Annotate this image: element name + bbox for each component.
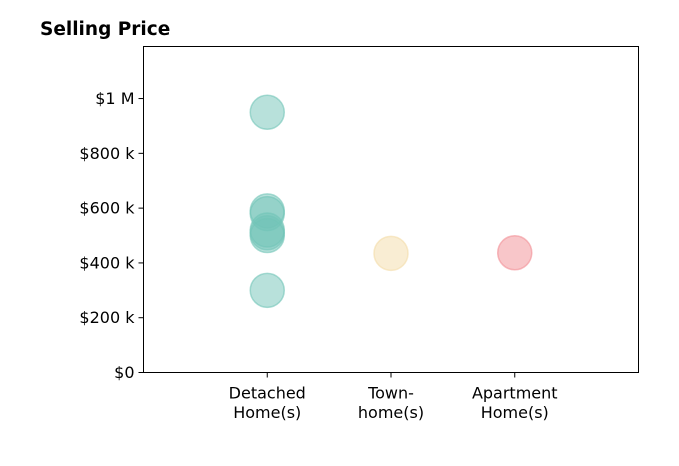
plot-frame: [143, 46, 639, 373]
x-tick-label: Detached Home(s): [229, 384, 306, 423]
data-point: [249, 272, 285, 309]
x-tick-label-line: home(s): [358, 403, 424, 422]
y-tick-label: $600 k: [79, 199, 135, 218]
x-tick-label-line: Home(s): [481, 403, 549, 422]
data-point: [249, 217, 285, 254]
x-tick-label-line: Home(s): [233, 403, 301, 422]
data-points: [249, 94, 533, 309]
x-tick-label: Town-home(s): [358, 384, 424, 423]
x-tick-label-line: Town-: [367, 384, 414, 403]
y-tick-label: $800 k: [79, 144, 135, 163]
data-point: [249, 94, 285, 130]
data-point: [497, 235, 533, 271]
y-tick-label: $400 k: [79, 253, 135, 272]
y-tick-label: $1 M: [95, 89, 134, 108]
y-tick-label: $200 k: [79, 308, 135, 327]
chart-title: Selling Price: [40, 19, 170, 40]
x-tick-label-line: Apartment: [472, 384, 558, 403]
y-axis: $0 $200 k $400 k $600 k $800 k $1 M: [79, 89, 144, 382]
y-tick-label: $0: [114, 363, 134, 382]
x-tick-label-line: Detached: [229, 384, 306, 403]
x-tick-label: Apartment Home(s): [472, 384, 558, 423]
data-point: [373, 235, 409, 272]
x-axis: Detached Home(s)Town-home(s)Apartment Home…: [229, 372, 558, 423]
